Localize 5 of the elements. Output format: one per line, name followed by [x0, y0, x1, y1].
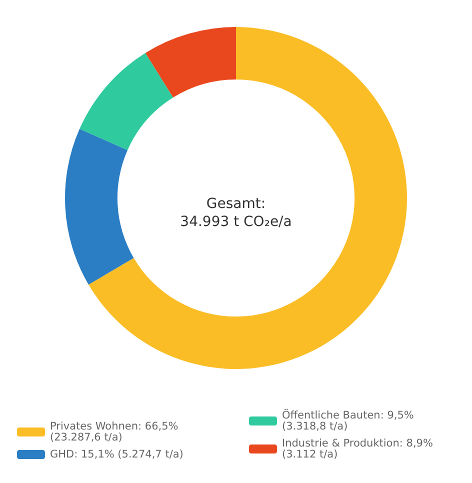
legend-label: Industrie & Produktion: 8,9% (3.112 t/a)	[282, 438, 436, 460]
legend-label: Öffentliche Bauten: 9,5% (3.318,8 t/a)	[282, 408, 418, 432]
legend-label: Privates Wohnen: 66,5% (23.287,6 t/a)	[50, 420, 182, 444]
legend-label: GHD: 15,1% (5.274,7 t/a)	[50, 448, 184, 460]
text: Gesamt: 34.993 t CO₂e/a	[180, 196, 292, 230]
